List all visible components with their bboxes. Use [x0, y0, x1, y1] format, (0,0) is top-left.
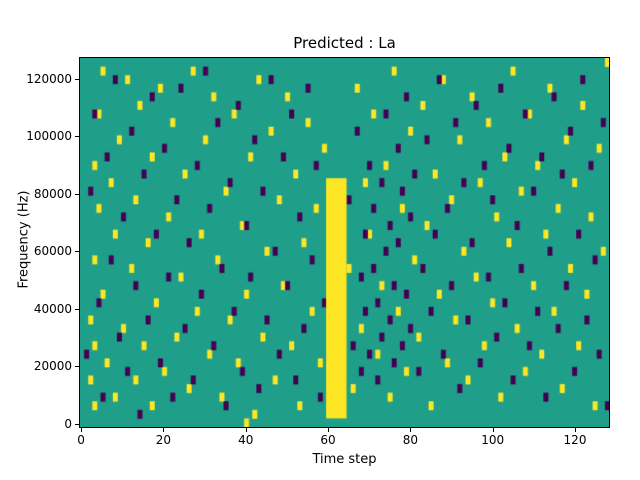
- x-tick-label: 100: [481, 433, 505, 447]
- x-tick-mark: [575, 428, 576, 432]
- y-tick-mark: [75, 136, 79, 138]
- x-axis-label: Time step: [312, 452, 377, 467]
- y-tick-mark: [75, 193, 79, 195]
- y-tick-mark: [75, 308, 79, 310]
- x-tick-label: 60: [320, 433, 336, 447]
- heatmap-canvas: [80, 58, 609, 427]
- y-tick-mark: [75, 366, 79, 368]
- y-tick-label: 0: [64, 416, 72, 431]
- y-tick-label: 20000: [33, 359, 72, 374]
- plot-area: [79, 57, 610, 428]
- x-tick-label: 40: [238, 433, 254, 447]
- x-tick-mark: [492, 428, 494, 432]
- y-tick-mark: [75, 423, 79, 425]
- x-tick-label: 0: [77, 433, 85, 447]
- y-tick-mark: [75, 78, 79, 80]
- x-tick-mark: [328, 428, 330, 432]
- x-tick-mark: [81, 428, 83, 432]
- y-tick-label: 100000: [26, 129, 72, 144]
- x-tick-mark: [163, 428, 165, 432]
- y-tick-mark: [75, 251, 79, 253]
- y-tick-label: 40000: [33, 301, 72, 316]
- y-tick-label: 120000: [26, 71, 72, 86]
- y-tick-label: 60000: [33, 244, 72, 259]
- x-tick-label: 80: [402, 433, 418, 447]
- x-tick-label: 120: [563, 433, 587, 447]
- x-tick-label: 20: [155, 433, 172, 447]
- plot-title: Predicted : La: [293, 34, 396, 52]
- x-tick-mark: [245, 428, 247, 432]
- y-tick-label: 80000: [33, 186, 72, 201]
- x-tick-mark: [410, 428, 412, 432]
